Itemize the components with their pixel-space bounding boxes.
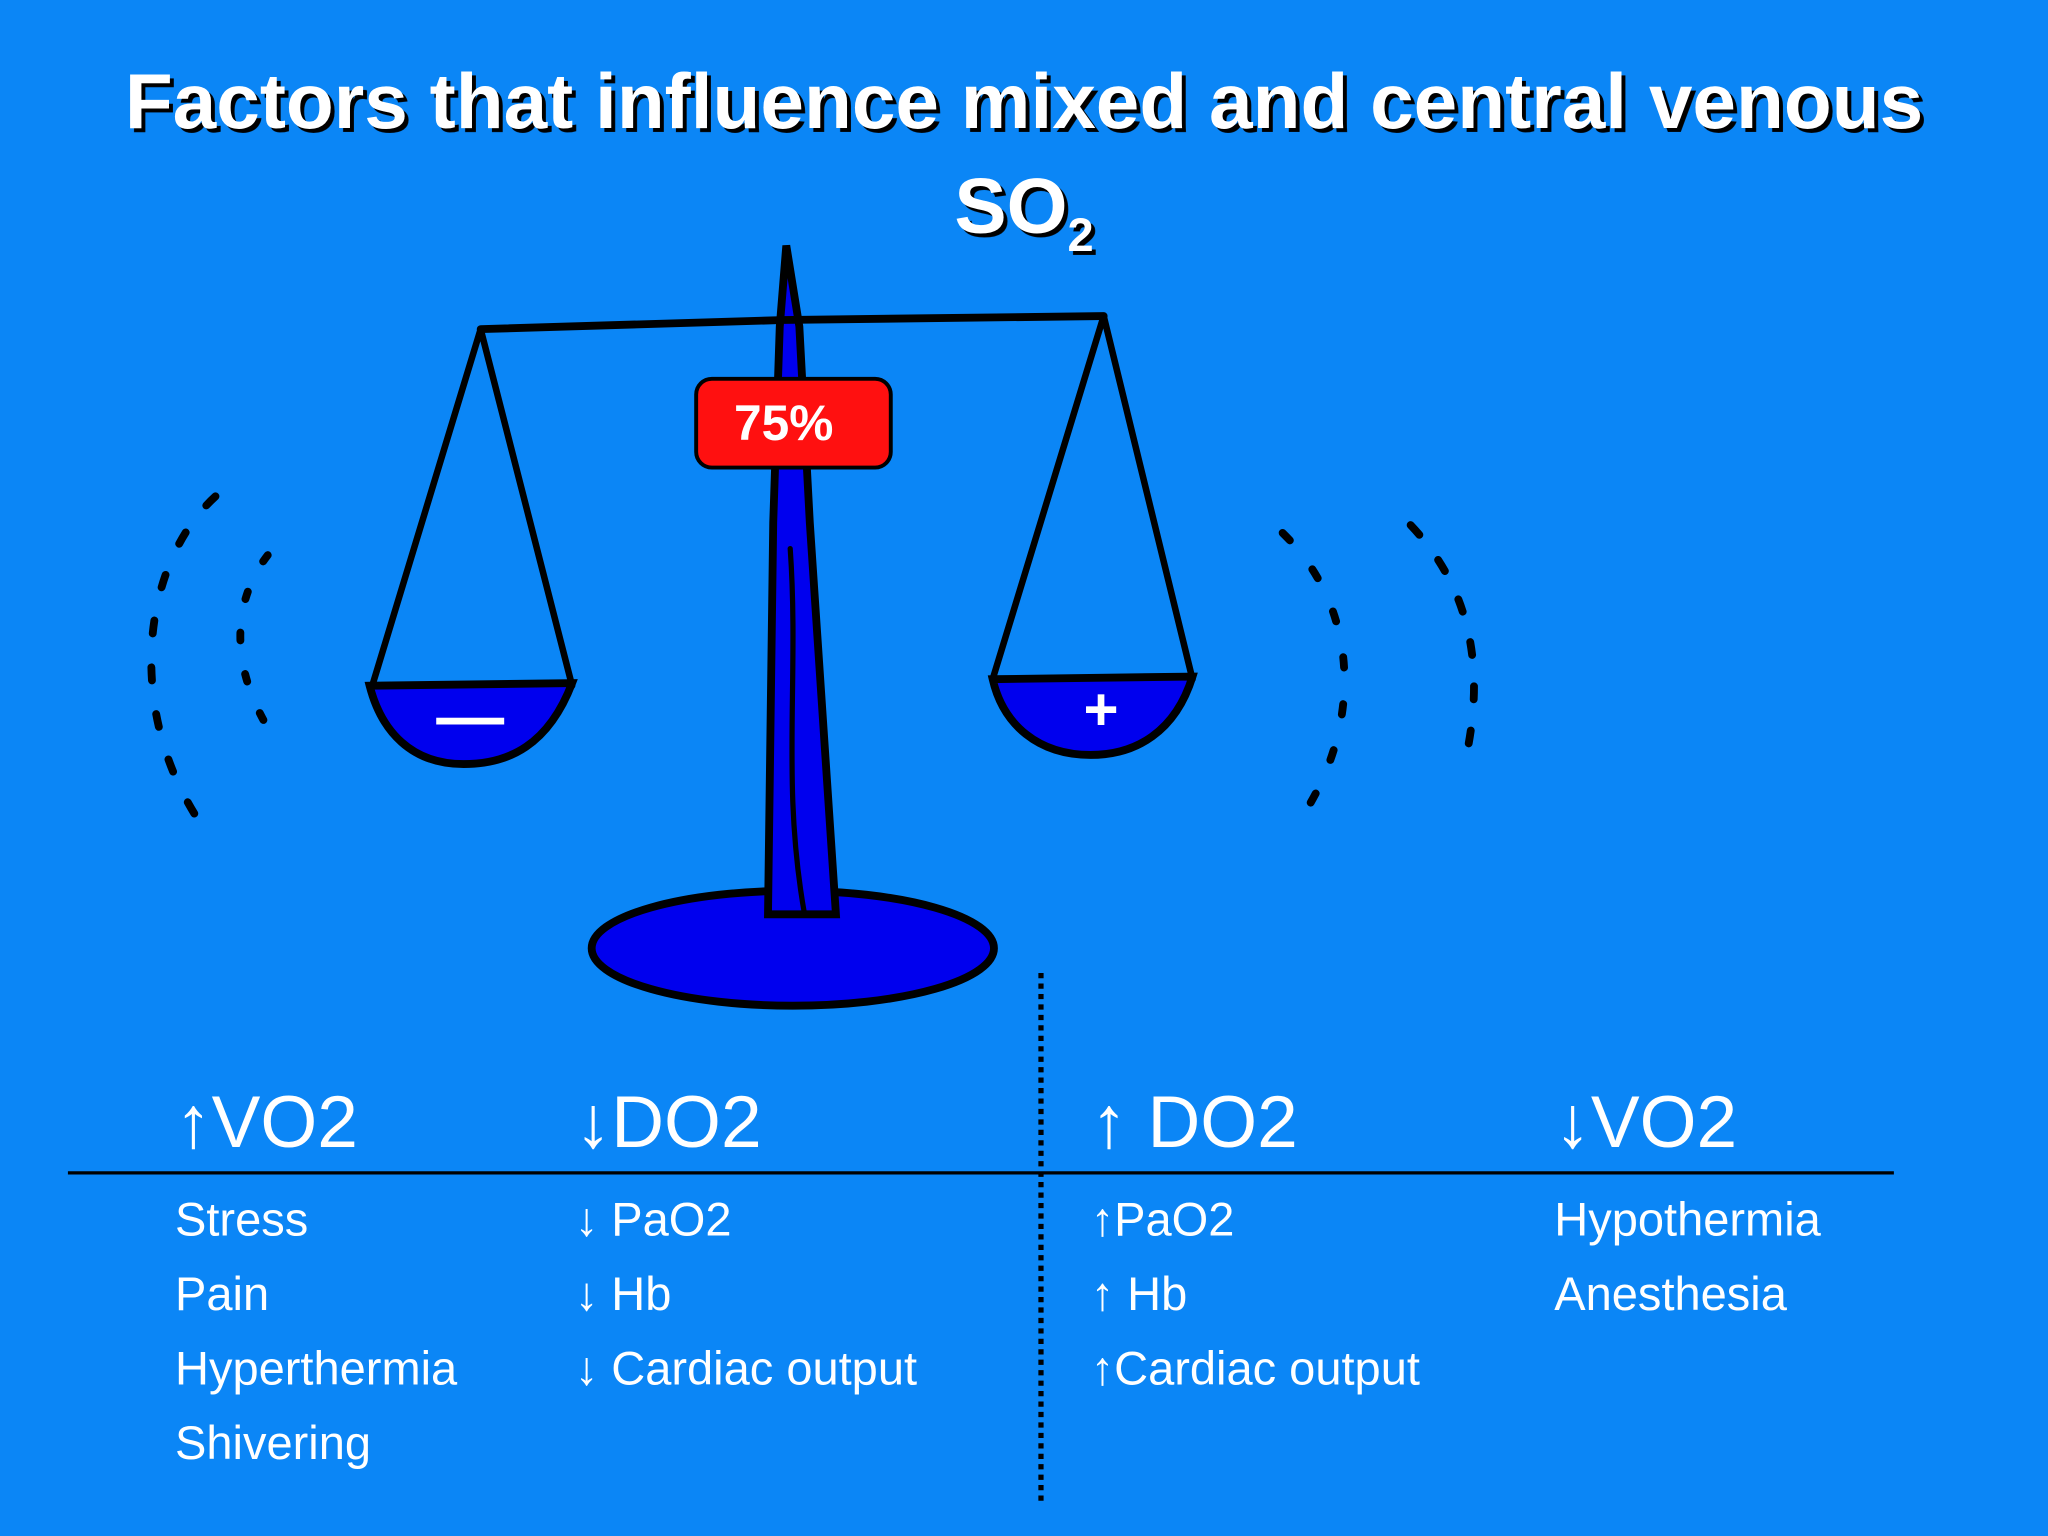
right-pan xyxy=(987,672,1198,759)
column-header: ↑ DO2 xyxy=(1091,1082,1298,1163)
title-line2: SO2 xyxy=(954,161,1093,260)
columns: ↑VO2 Stress Pain Hyperthermia Shivering ↓DO2 ↓… xyxy=(175,1082,1822,1469)
column-item: Hypothermia xyxy=(1554,1193,1821,1246)
column-item: Shivering xyxy=(175,1416,371,1469)
motion-arc xyxy=(236,551,276,738)
post-stroke xyxy=(787,545,808,917)
motion-arc xyxy=(1278,528,1349,821)
left-sign: — xyxy=(436,679,504,754)
column-item: ↑Cardiac output xyxy=(1091,1341,1420,1394)
title-line1: Factors that influence mixed and central… xyxy=(125,57,1923,145)
motion-arc xyxy=(147,492,220,825)
column-header: ↓VO2 xyxy=(1554,1082,1737,1163)
motion-arc xyxy=(1406,521,1478,775)
column-item: Stress xyxy=(175,1193,308,1246)
scale-beam xyxy=(476,312,1108,334)
column-header: ↓DO2 xyxy=(575,1082,762,1163)
title-so: SO xyxy=(954,161,1067,249)
column-item: ↑ Hb xyxy=(1091,1267,1188,1320)
badge xyxy=(694,376,893,470)
column-item: Hyperthermia xyxy=(175,1341,458,1394)
column-item: ↓ Hb xyxy=(575,1267,672,1320)
column-item: Pain xyxy=(175,1267,269,1320)
left-pan xyxy=(364,679,578,769)
title-subscript: 2 xyxy=(1068,208,1094,261)
badge-text: 75% xyxy=(734,395,833,451)
balance-scale: — + 75% xyxy=(147,244,1478,1010)
column-header: ↑VO2 xyxy=(175,1082,358,1163)
column-item: ↓ PaO2 xyxy=(575,1193,732,1246)
column-item: ↑PaO2 xyxy=(1091,1193,1235,1246)
right-sign: + xyxy=(1084,676,1119,743)
column-item: Anesthesia xyxy=(1554,1267,1787,1320)
column-item: ↓ Cardiac output xyxy=(575,1341,917,1394)
pan-strings xyxy=(368,312,1196,689)
